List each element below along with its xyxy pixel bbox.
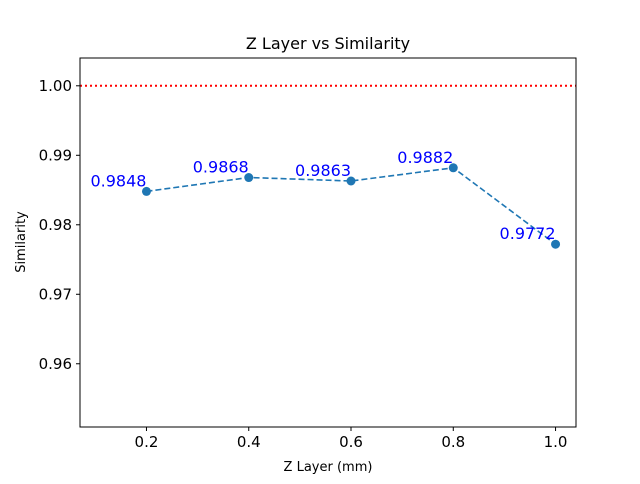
y-axis-label: Similarity: [14, 211, 29, 273]
y-tick-label: 1.00: [39, 77, 72, 95]
y-tick-label: 0.99: [39, 146, 72, 164]
data-label: 0.9863: [295, 161, 351, 180]
data-label: 0.9848: [90, 171, 146, 190]
data-label: 0.9772: [500, 224, 556, 243]
series-line-0: [146, 166, 556, 245]
chart-title: Z Layer vs Similarity: [246, 34, 410, 53]
plot-area: 0.9848 0.9868 0.9863 0.9882 0.9772 0.2 0.4 0.6 0…: [39, 57, 577, 451]
x-tick-label: 1.0: [544, 433, 568, 451]
x-axis-label: Z Layer (mm): [284, 460, 373, 475]
y-tick-label: 0.96: [39, 355, 72, 373]
data-point: [551, 239, 561, 249]
data-point: [448, 163, 458, 173]
x-tick-label: 0.8: [441, 433, 465, 451]
x-tick-label: 0.2: [135, 433, 159, 451]
axes-frame: [79, 57, 577, 428]
data-label: 0.9882: [397, 148, 453, 167]
y-tick-label: 0.97: [39, 285, 72, 303]
y-tick-label: 0.98: [39, 216, 72, 234]
data-point: [346, 176, 356, 186]
x-tick-label: 0.6: [339, 433, 363, 451]
x-tick-label: 0.4: [237, 433, 261, 451]
data-point: [244, 173, 254, 183]
data-point: [141, 186, 151, 196]
data-label: 0.9868: [193, 158, 249, 177]
